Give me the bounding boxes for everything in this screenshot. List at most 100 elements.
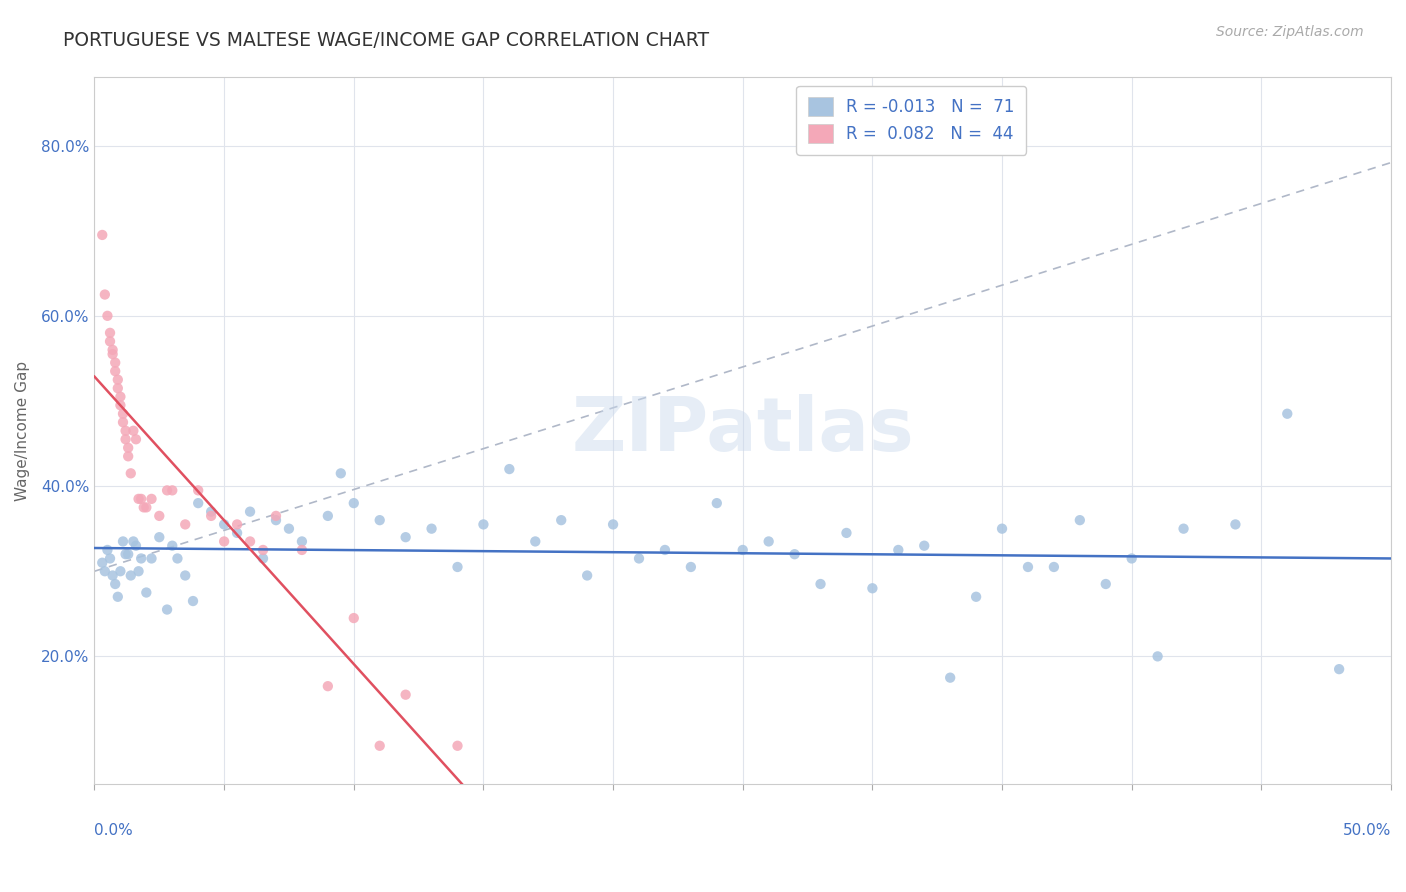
Point <box>835 525 858 540</box>
Point <box>576 568 599 582</box>
Point <box>132 500 155 515</box>
Point <box>420 522 443 536</box>
Point <box>129 491 152 506</box>
Point <box>1146 649 1168 664</box>
Point <box>887 543 910 558</box>
Point <box>174 517 197 532</box>
Point <box>111 534 134 549</box>
Point <box>368 739 391 753</box>
Point <box>1225 517 1247 532</box>
Point <box>117 441 139 455</box>
Point <box>316 679 339 693</box>
Point <box>122 424 145 438</box>
Point <box>395 530 418 544</box>
Point <box>120 568 142 582</box>
Point <box>758 534 780 549</box>
Point <box>550 513 572 527</box>
Point <box>1069 513 1091 527</box>
Point <box>91 227 114 242</box>
Point <box>1277 407 1299 421</box>
Point <box>731 543 754 558</box>
Point <box>101 568 124 582</box>
Point <box>200 505 222 519</box>
Point <box>148 508 170 523</box>
Point <box>343 611 366 625</box>
Point <box>111 407 134 421</box>
Text: 50.0%: 50.0% <box>1343 823 1391 838</box>
Point <box>212 534 235 549</box>
Text: 0.0%: 0.0% <box>94 823 134 838</box>
Point <box>291 534 314 549</box>
Point <box>104 577 127 591</box>
Point <box>91 556 114 570</box>
Legend: R = -0.013   N =  71, R =  0.082   N =  44: R = -0.013 N = 71, R = 0.082 N = 44 <box>796 86 1026 155</box>
Point <box>141 551 163 566</box>
Point <box>627 551 650 566</box>
Point <box>114 424 136 438</box>
Point <box>129 551 152 566</box>
Point <box>783 547 806 561</box>
Point <box>128 564 150 578</box>
Point <box>368 513 391 527</box>
Point <box>125 432 148 446</box>
Point <box>602 517 624 532</box>
Point <box>98 551 121 566</box>
Point <box>107 381 129 395</box>
Point <box>278 522 301 536</box>
Point <box>101 347 124 361</box>
Point <box>446 560 468 574</box>
Point <box>110 398 132 412</box>
Point <box>98 326 121 340</box>
Point <box>135 585 157 599</box>
Point <box>187 496 209 510</box>
Point <box>110 390 132 404</box>
Point <box>122 534 145 549</box>
Point <box>446 739 468 753</box>
Point <box>141 491 163 506</box>
Point <box>1121 551 1143 566</box>
Point <box>156 602 179 616</box>
Point <box>498 462 520 476</box>
Point <box>120 467 142 481</box>
Text: Source: ZipAtlas.com: Source: ZipAtlas.com <box>1216 25 1364 39</box>
Point <box>264 513 287 527</box>
Point <box>104 364 127 378</box>
Point <box>991 522 1014 536</box>
Point <box>98 334 121 349</box>
Point <box>239 534 262 549</box>
Point <box>1327 662 1350 676</box>
Point <box>291 543 314 558</box>
Point <box>174 568 197 582</box>
Point <box>94 287 117 301</box>
Point <box>94 564 117 578</box>
Point <box>679 560 702 574</box>
Point <box>1043 560 1066 574</box>
Point <box>114 547 136 561</box>
Point <box>343 496 366 510</box>
Point <box>162 483 184 498</box>
Point <box>111 415 134 429</box>
Point <box>316 508 339 523</box>
Point <box>264 508 287 523</box>
Point <box>114 432 136 446</box>
Point <box>117 547 139 561</box>
Point <box>252 551 274 566</box>
Text: ZIPatlas: ZIPatlas <box>571 394 914 467</box>
Point <box>252 543 274 558</box>
Point <box>226 525 249 540</box>
Point <box>1094 577 1116 591</box>
Point <box>212 517 235 532</box>
Point <box>96 543 118 558</box>
Point <box>187 483 209 498</box>
Point <box>226 517 249 532</box>
Y-axis label: Wage/Income Gap: Wage/Income Gap <box>15 360 30 500</box>
Point <box>1173 522 1195 536</box>
Point <box>125 539 148 553</box>
Point <box>135 500 157 515</box>
Point <box>128 491 150 506</box>
Point <box>166 551 188 566</box>
Point <box>96 309 118 323</box>
Point <box>395 688 418 702</box>
Point <box>148 530 170 544</box>
Text: PORTUGUESE VS MALTESE WAGE/INCOME GAP CORRELATION CHART: PORTUGUESE VS MALTESE WAGE/INCOME GAP CO… <box>63 31 710 50</box>
